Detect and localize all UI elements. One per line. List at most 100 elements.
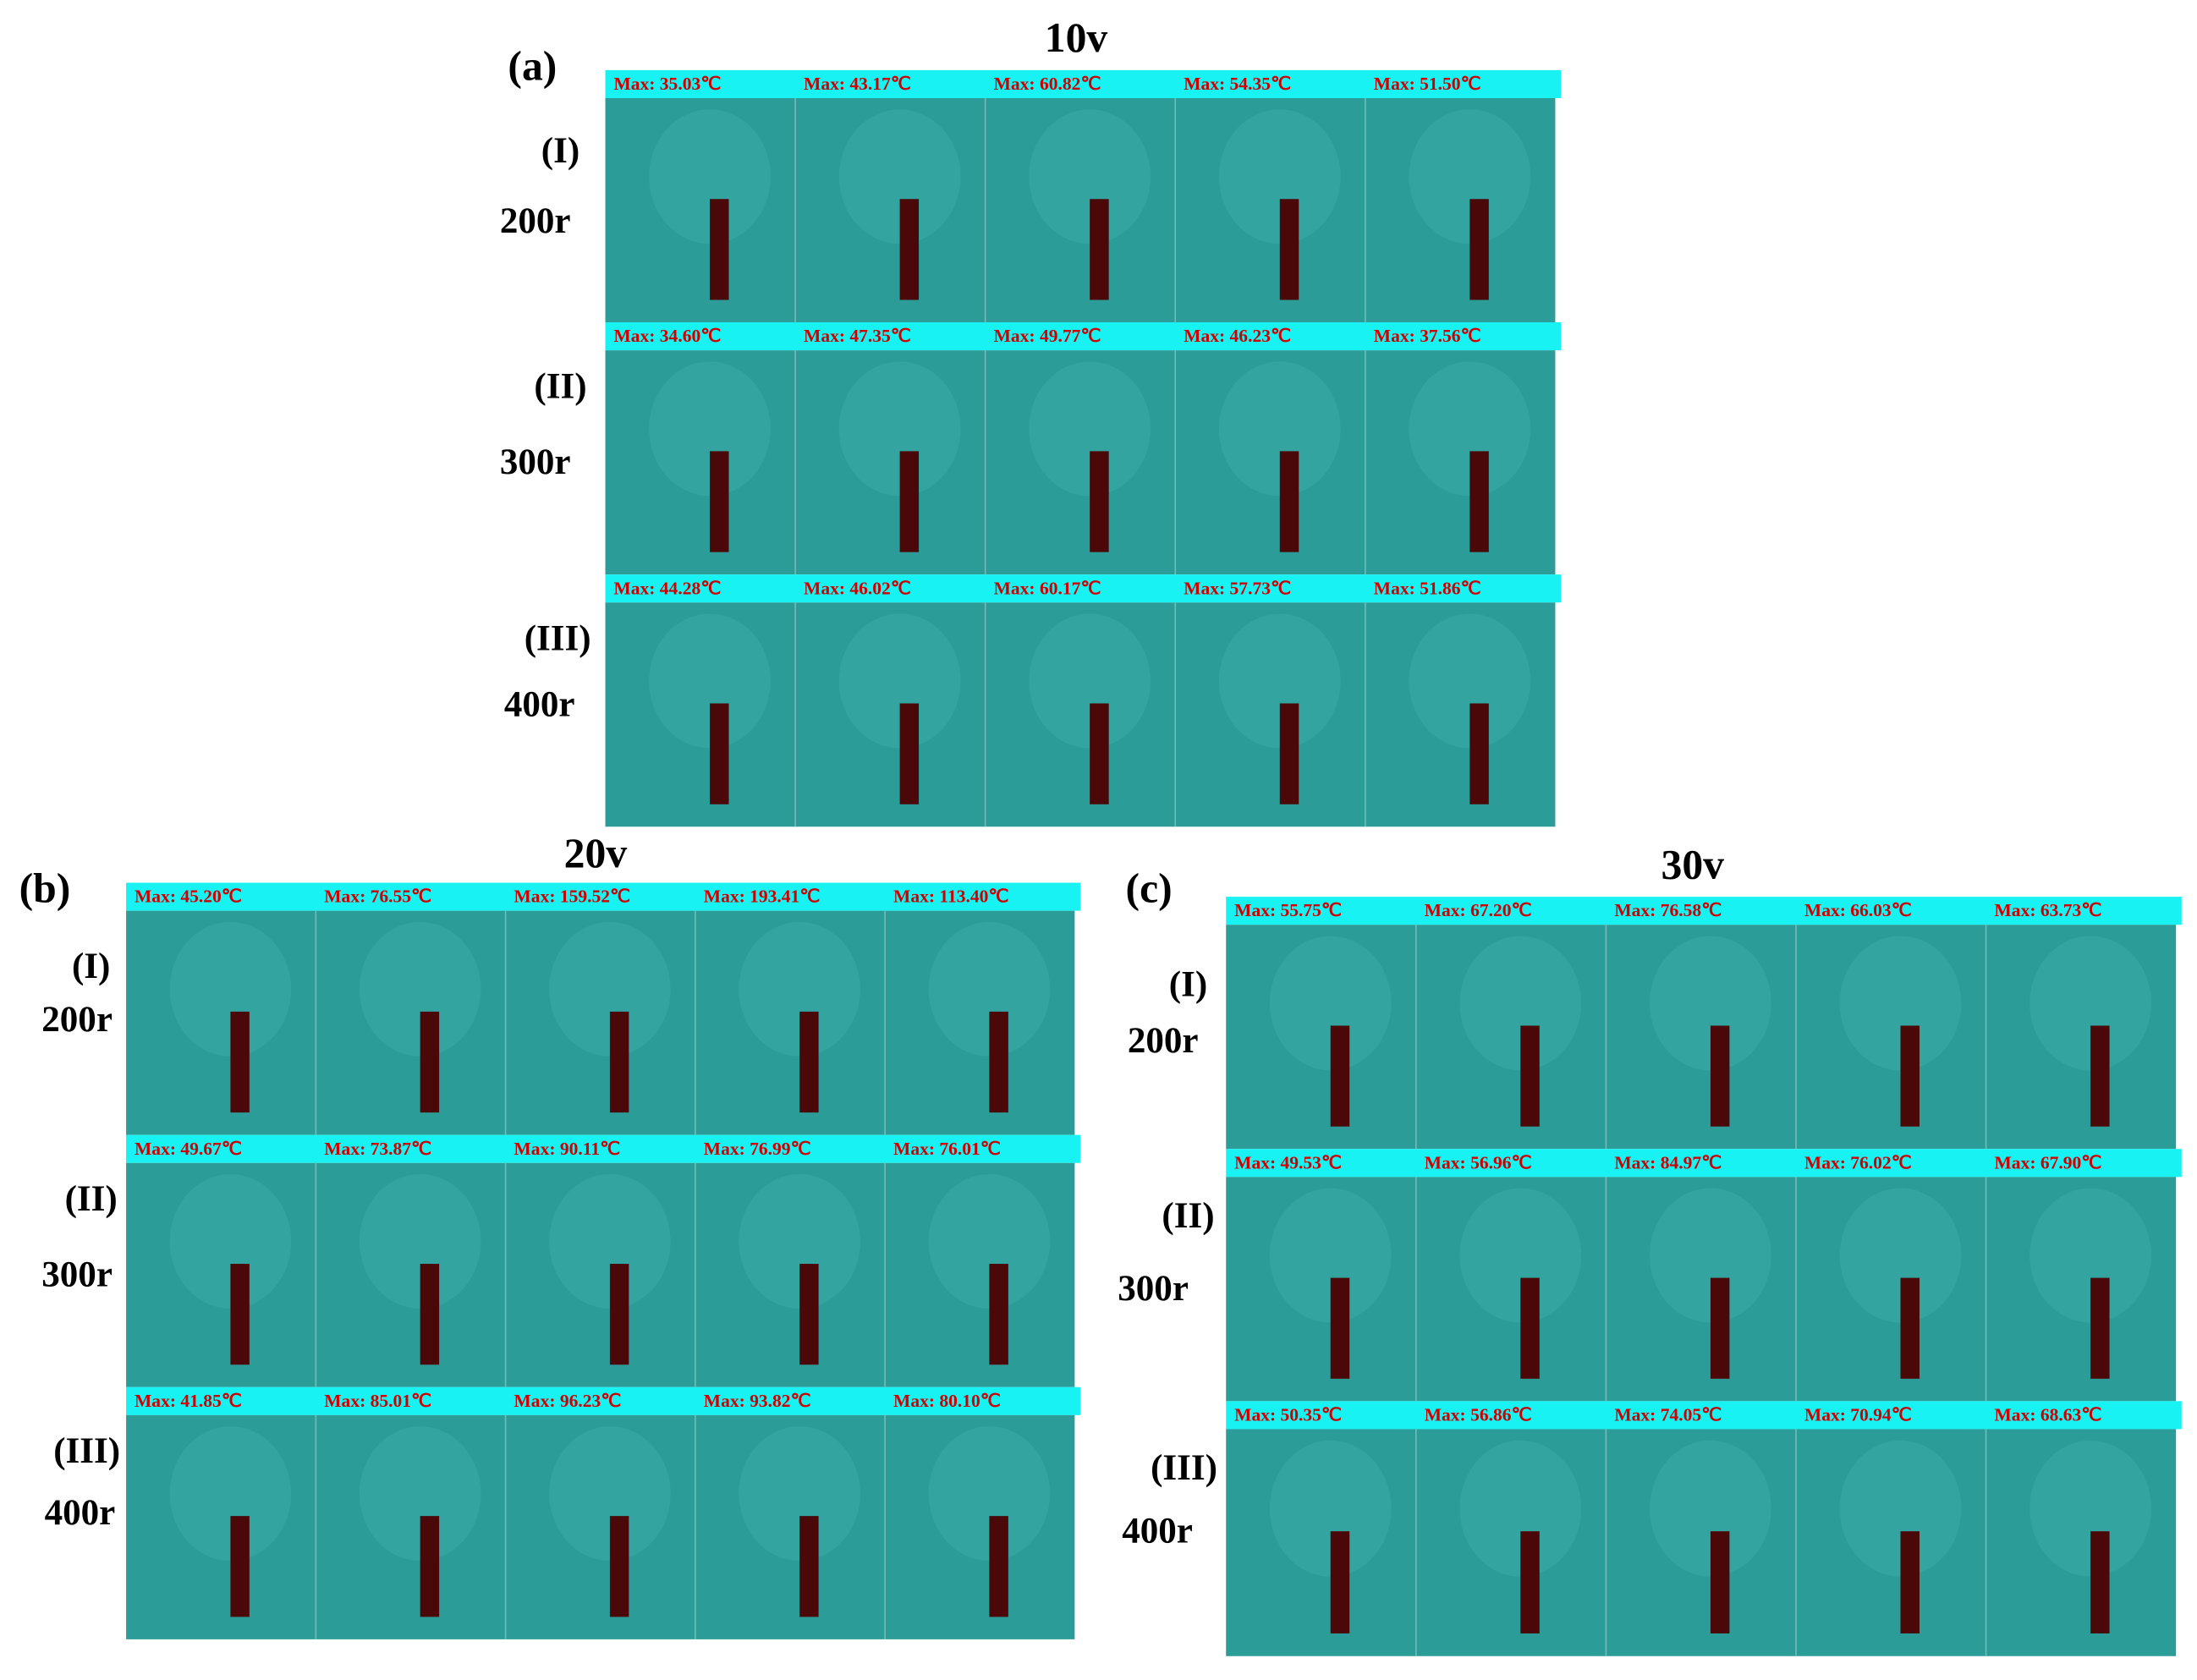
- max-temp: Max: 55.75℃: [1234, 900, 1342, 920]
- panel-label: (a): [508, 42, 557, 89]
- panel-title: 30v: [1661, 841, 1724, 887]
- max-temp: Max: 51.50℃: [1374, 74, 1481, 94]
- heat-halo: [739, 1426, 860, 1562]
- max-temp: Max: 193.41℃: [704, 887, 821, 907]
- heat-halo: [1650, 1188, 1771, 1323]
- hot-spot: [1090, 703, 1109, 804]
- heat-halo: [359, 1426, 481, 1562]
- hot-spot: [899, 199, 920, 300]
- max-temp: Max: 54.35℃: [1184, 74, 1291, 94]
- heat-halo: [1218, 613, 1341, 749]
- max-temp: Max: 51.86℃: [1374, 578, 1481, 598]
- hot-spot: [1279, 451, 1299, 552]
- row-speed: 300r: [41, 1255, 113, 1294]
- heat-halo: [1218, 109, 1341, 244]
- hot-spot: [2090, 1025, 2110, 1127]
- heat-halo: [359, 921, 481, 1057]
- max-temp: Max: 159.52℃: [514, 887, 631, 907]
- hot-spot: [1520, 1277, 1540, 1379]
- max-temp: Max: 96.23℃: [514, 1391, 622, 1411]
- max-temp: Max: 34.60℃: [613, 326, 721, 346]
- row-roman: (III): [1151, 1448, 1217, 1488]
- max-temp: Max: 66.03℃: [1804, 900, 1912, 920]
- row-speed: 300r: [1118, 1269, 1189, 1309]
- hot-spot: [799, 1011, 819, 1113]
- header-bar: [1226, 1149, 2182, 1178]
- row-speed: 200r: [1128, 1021, 1199, 1061]
- hot-spot: [1469, 703, 1489, 804]
- row-roman: (II): [534, 366, 586, 406]
- header-bar: [605, 574, 1562, 603]
- heat-halo: [928, 921, 1051, 1057]
- max-temp: Max: 63.73℃: [1995, 900, 2102, 920]
- max-temp: Max: 49.53℃: [1234, 1152, 1342, 1172]
- max-temp: Max: 45.20℃: [135, 887, 242, 907]
- hot-spot: [1330, 1025, 1350, 1127]
- heat-halo: [649, 613, 771, 749]
- header-bar: [126, 1386, 1080, 1415]
- heat-halo: [649, 361, 771, 497]
- max-temp: Max: 46.02℃: [804, 578, 911, 598]
- heat-halo: [838, 361, 961, 497]
- heat-halo: [928, 1174, 1051, 1309]
- hot-spot: [899, 703, 920, 804]
- max-temp: Max: 76.01℃: [893, 1139, 1001, 1159]
- heat-halo: [1218, 361, 1341, 497]
- heat-halo: [1839, 1440, 1962, 1577]
- row-speed: 400r: [1122, 1512, 1193, 1551]
- hot-spot: [230, 1264, 250, 1365]
- hot-spot: [1090, 199, 1109, 300]
- header-bar: [126, 1134, 1080, 1163]
- header-bar: [126, 882, 1080, 911]
- heat-halo: [1269, 1188, 1392, 1323]
- heat-halo: [1409, 361, 1531, 497]
- max-temp: Max: 68.63℃: [1995, 1404, 2102, 1425]
- hot-spot: [1469, 199, 1489, 300]
- heat-halo: [1029, 613, 1151, 749]
- hot-spot: [1520, 1025, 1540, 1127]
- hot-spot: [1469, 451, 1489, 552]
- hot-spot: [230, 1516, 250, 1617]
- row-roman: (I): [72, 947, 110, 986]
- heat-halo: [169, 921, 292, 1057]
- row-speed: 300r: [500, 442, 571, 482]
- row-speed: 400r: [45, 1493, 116, 1533]
- hot-spot: [989, 1011, 1008, 1113]
- panel-title: 20v: [564, 830, 628, 876]
- hot-spot: [1710, 1025, 1730, 1127]
- heat-halo: [1650, 936, 1771, 1071]
- hot-spot: [899, 451, 920, 552]
- hot-spot: [1330, 1531, 1350, 1633]
- heat-halo: [1269, 936, 1392, 1071]
- max-temp: Max: 46.23℃: [1184, 326, 1291, 346]
- max-temp: Max: 73.87℃: [324, 1139, 431, 1159]
- max-temp: Max: 80.10℃: [893, 1391, 1001, 1411]
- heat-halo: [1269, 1440, 1392, 1577]
- max-temp: Max: 113.40℃: [893, 887, 1009, 907]
- hot-spot: [1279, 703, 1299, 804]
- heat-halo: [1029, 109, 1151, 244]
- hot-spot: [799, 1264, 819, 1365]
- heat-halo: [359, 1174, 481, 1309]
- hot-spot: [1090, 451, 1109, 552]
- max-temp: Max: 76.55℃: [324, 887, 431, 907]
- header-bar: [1226, 897, 2182, 925]
- row-speed: 200r: [41, 1000, 113, 1040]
- hot-spot: [1900, 1277, 1920, 1379]
- heat-halo: [2029, 1188, 2151, 1323]
- hot-spot: [710, 199, 729, 300]
- hot-spot: [420, 1011, 440, 1113]
- hot-spot: [989, 1516, 1008, 1617]
- max-temp: Max: 67.20℃: [1425, 900, 1532, 920]
- heat-halo: [1409, 109, 1531, 244]
- hot-spot: [989, 1264, 1008, 1365]
- heat-halo: [838, 613, 961, 749]
- heat-halo: [169, 1426, 292, 1562]
- max-temp: Max: 50.35℃: [1234, 1404, 1342, 1425]
- max-temp: Max: 37.56℃: [1374, 326, 1481, 346]
- max-temp: Max: 60.82℃: [994, 74, 1101, 94]
- heat-halo: [1839, 936, 1962, 1071]
- max-temp: Max: 76.58℃: [1614, 900, 1722, 920]
- heat-halo: [169, 1174, 292, 1309]
